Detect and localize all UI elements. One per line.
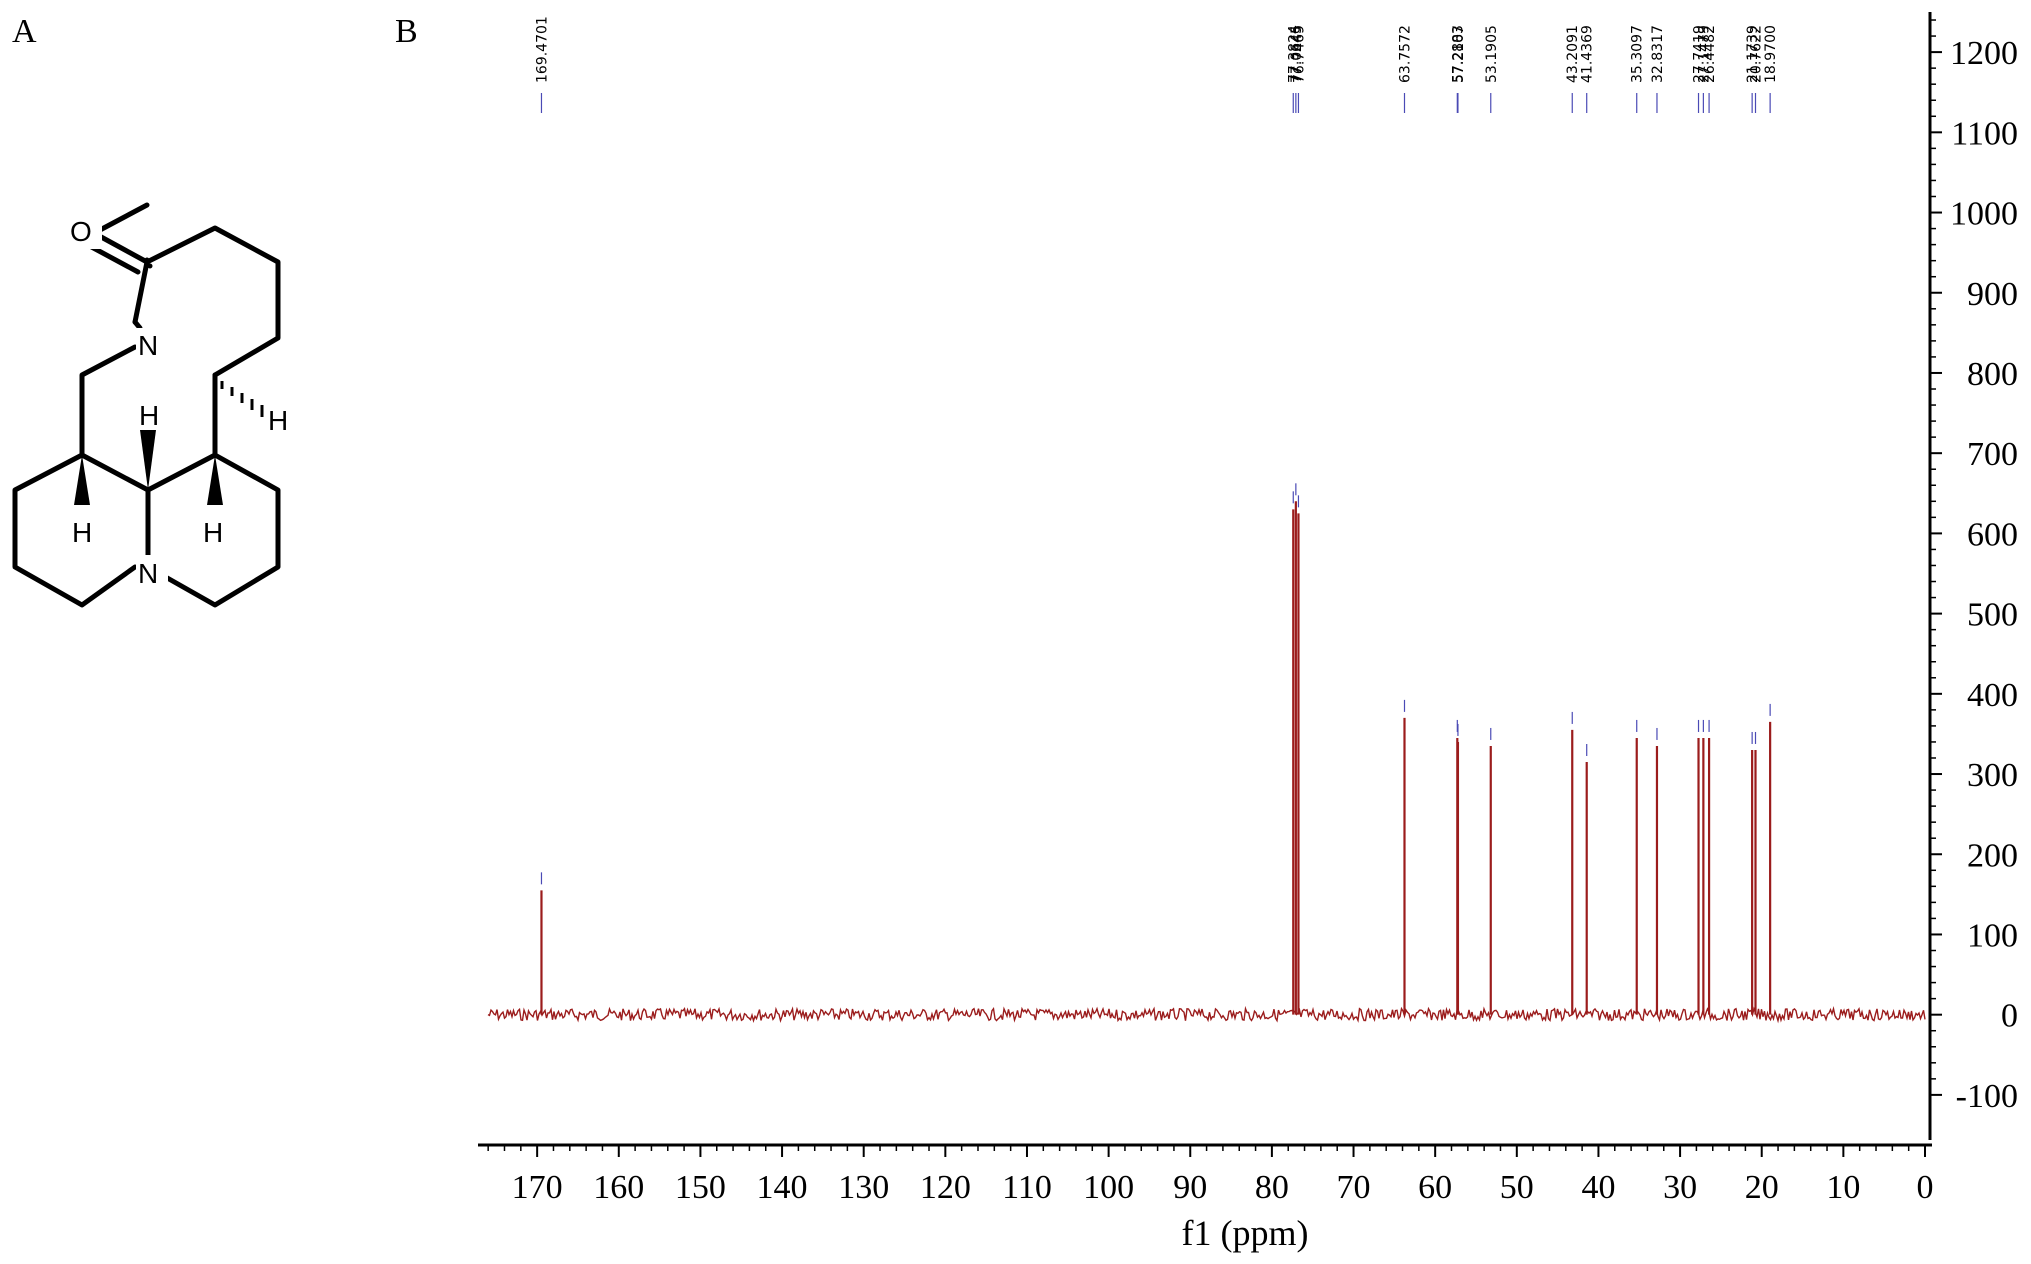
x-tick-label: 130	[838, 1169, 889, 1206]
wedge-left	[74, 455, 90, 505]
x-tick-label: 50	[1500, 1169, 1534, 1206]
atom-h-top: H	[139, 400, 159, 431]
y-tick-label: 1000	[1950, 196, 2018, 233]
y-tick-label: 800	[1967, 356, 2018, 393]
ring-bonds-mid	[159, 372, 281, 608]
y-tick-label: 100	[1967, 917, 2018, 954]
lactam-ring	[132, 225, 281, 378]
bond-ring-top	[97, 202, 150, 233]
x-tick-label: 80	[1255, 1169, 1289, 1206]
panel-b-label: B	[395, 13, 418, 50]
x-tick-label: 30	[1663, 1169, 1697, 1206]
panel-a-label: A	[12, 13, 37, 50]
y-tick-label: 500	[1967, 597, 2018, 634]
y-tick-label: 1200	[1950, 35, 2018, 72]
y-tick-label: 600	[1967, 516, 2018, 553]
x-tick-label: 0	[1917, 1169, 1934, 1206]
x-tick-label: 110	[1002, 1169, 1052, 1206]
peak-label: 26.4482	[1702, 25, 1718, 83]
atom-oxygen: O	[70, 216, 92, 247]
baseline-noise-trace	[487, 1005, 1926, 1024]
x-tick-label: 100	[1083, 1169, 1134, 1206]
x-tick-label: 140	[757, 1169, 808, 1206]
amide-n-bonds	[132, 319, 143, 331]
peak-label: 77.3824	[1286, 25, 1302, 83]
y-tick-label: 0	[2001, 998, 2018, 1035]
peak-label: 32.8317	[1650, 25, 1666, 83]
peak-label: 77.0645	[1289, 25, 1305, 83]
ring-bonds-left	[12, 344, 138, 608]
molecule-atoms: O N N H H H H	[68, 215, 288, 589]
peak-label: 35.3097	[1630, 25, 1646, 83]
atom-h-left: H	[72, 517, 92, 548]
peak-label: 169.4701	[534, 16, 550, 83]
x-tick-label: 20	[1745, 1169, 1779, 1206]
y-axis-ticks: 1200110010009008007006005004003002001000…	[1930, 19, 2018, 1115]
y-tick-label: 400	[1967, 677, 2018, 714]
wedge-top	[140, 430, 156, 490]
peak-label: 57.2107	[1451, 25, 1467, 83]
atom-amide-nitrogen: N	[138, 330, 158, 361]
x-tick-label: 150	[675, 1169, 726, 1206]
y-tick-label: 200	[1967, 837, 2018, 874]
x-tick-label: 70	[1337, 1169, 1371, 1206]
peak-label: 41.4369	[1580, 25, 1596, 83]
x-tick-label: 160	[593, 1169, 644, 1206]
atom-h-right: H	[203, 517, 223, 548]
y-tick-label: 700	[1967, 436, 2018, 473]
baseline-noise	[487, 1005, 1926, 1024]
peak-label: 63.7572	[1397, 25, 1413, 83]
x-tick-label: 170	[512, 1169, 563, 1206]
y-tick-label: 1100	[1951, 115, 2018, 152]
atom-h-dash: H	[268, 405, 288, 436]
x-tick-label: 120	[920, 1169, 971, 1206]
y-tick-label: 900	[1967, 276, 2018, 313]
x-tick-label: 90	[1173, 1169, 1207, 1206]
peak-label: 43.2091	[1565, 25, 1581, 83]
x-axis-title: f1 (ppm)	[1182, 1213, 1309, 1253]
peak-label: 27.1479	[1696, 25, 1712, 83]
peak-label: 20.7622	[1749, 25, 1765, 83]
peak-label: 27.7419	[1692, 25, 1708, 83]
peak-label: 76.7469	[1291, 25, 1307, 83]
x-tick-label: 10	[1826, 1169, 1860, 1206]
atom-amine-nitrogen: N	[138, 558, 158, 589]
peak-label: 18.9700	[1763, 25, 1779, 83]
x-tick-label: 40	[1581, 1169, 1615, 1206]
peak-label: 57.2883	[1450, 25, 1466, 83]
x-tick-label: 60	[1418, 1169, 1452, 1206]
nmr-spectrum-chart: 170 160 150 140 130 120 110 100 90 80 70 60 50 40 30 20…	[478, 12, 2018, 1253]
spectrum-peaks	[540, 483, 1772, 1015]
dash-bond	[220, 381, 264, 417]
molecule-stereo-bonds	[74, 381, 264, 505]
peak-label: 53.1905	[1484, 25, 1500, 83]
y-tick-label: -100	[1956, 1078, 2018, 1115]
wedge-right	[207, 455, 223, 505]
peak-label: 21.1739	[1745, 25, 1761, 83]
y-tick-label: 300	[1967, 757, 2018, 794]
x-axis-ticks: 170 160 150 140 130 120 110 100 90 80 70 60 50 40 30 20…	[487, 1145, 1934, 1206]
